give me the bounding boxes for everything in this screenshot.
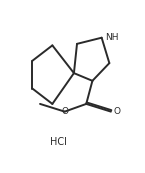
- Text: O: O: [62, 107, 69, 116]
- Text: HCl: HCl: [50, 137, 67, 147]
- Text: NH: NH: [106, 33, 119, 42]
- Text: O: O: [114, 107, 121, 116]
